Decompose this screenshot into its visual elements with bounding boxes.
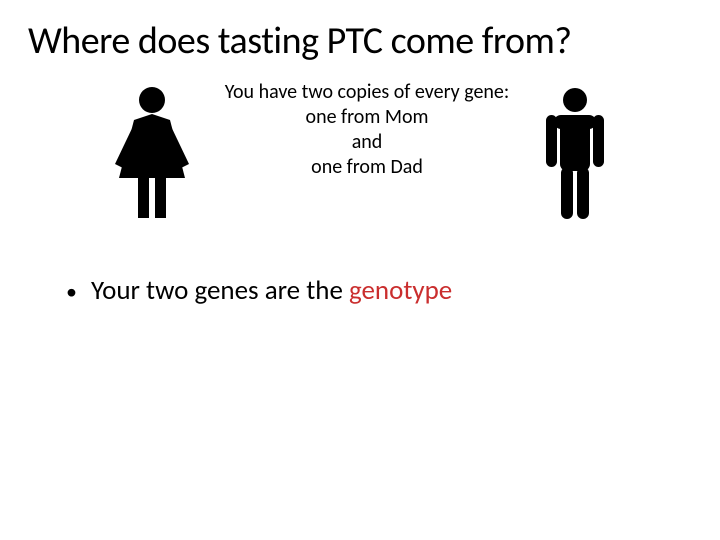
male-icon: [537, 84, 613, 224]
center-line-3: and: [203, 130, 531, 155]
bullet-highlight: genotype: [349, 274, 452, 307]
slide-title: Where does tasting PTC come from?: [28, 18, 692, 64]
center-line-4: one from Dad: [203, 155, 531, 180]
center-line-1: You have two copies of every gene:: [203, 80, 531, 105]
center-line-2: one from Mom: [203, 105, 531, 130]
bullet-text: Your two genes are the genotype: [91, 274, 452, 307]
bullet-marker: •: [66, 278, 77, 305]
center-text-block: You have two copies of every gene: one f…: [197, 80, 537, 180]
female-icon: [107, 84, 197, 224]
content-row: You have two copies of every gene: one f…: [28, 84, 692, 224]
bullet-line: • Your two genes are the genotype: [28, 274, 692, 307]
slide-container: Where does tasting PTC come from? You ha…: [0, 0, 720, 325]
bullet-prefix: Your two genes are the: [91, 274, 349, 307]
